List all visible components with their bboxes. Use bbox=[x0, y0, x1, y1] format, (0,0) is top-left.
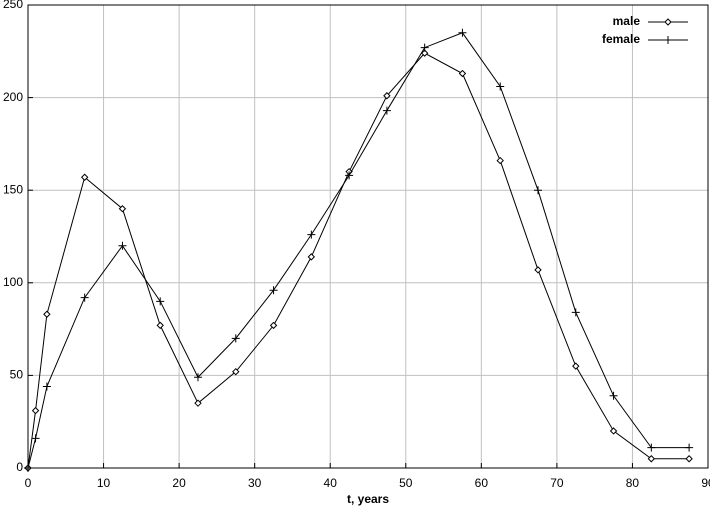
point bbox=[194, 373, 202, 382]
point bbox=[42, 382, 51, 391]
point bbox=[118, 205, 127, 213]
y-tick-label: 100 bbox=[3, 275, 23, 289]
point bbox=[232, 367, 240, 376]
plot-frame bbox=[27, 4, 709, 469]
point bbox=[31, 434, 40, 443]
legend-marker bbox=[664, 18, 672, 26]
x-tick-label: 10 bbox=[97, 476, 111, 490]
x-tick-label: 40 bbox=[324, 476, 338, 490]
x-tick-label: 80 bbox=[626, 476, 640, 490]
point bbox=[345, 171, 354, 180]
point bbox=[80, 173, 89, 181]
point bbox=[383, 92, 391, 100]
point bbox=[156, 321, 164, 330]
point bbox=[80, 293, 89, 302]
series-line bbox=[27, 32, 690, 469]
point bbox=[307, 253, 316, 261]
point bbox=[382, 106, 391, 115]
point bbox=[609, 391, 618, 400]
point bbox=[534, 266, 542, 274]
x-tick-label: 20 bbox=[172, 476, 186, 490]
point bbox=[609, 427, 618, 435]
point bbox=[685, 443, 694, 452]
x-tick-label: 0 bbox=[25, 476, 32, 490]
y-tick-label: 150 bbox=[3, 182, 23, 196]
x-tick-label: 50 bbox=[399, 476, 413, 490]
point bbox=[496, 156, 504, 165]
x-axis-label: t, years bbox=[347, 492, 389, 506]
point bbox=[572, 362, 580, 370]
point bbox=[534, 186, 542, 195]
y-tick-label: 200 bbox=[3, 90, 23, 104]
point bbox=[647, 455, 656, 463]
legend-marker bbox=[664, 36, 672, 44]
point bbox=[496, 82, 505, 91]
point bbox=[118, 241, 127, 250]
point bbox=[231, 334, 240, 343]
point bbox=[156, 297, 165, 306]
point bbox=[647, 443, 656, 452]
y-tick-label: 0 bbox=[16, 460, 23, 474]
point bbox=[194, 399, 202, 407]
legend-label: female bbox=[602, 32, 640, 46]
x-tick-label: 70 bbox=[550, 476, 564, 490]
point bbox=[458, 28, 467, 37]
series-line bbox=[27, 52, 690, 469]
point bbox=[571, 308, 580, 317]
point bbox=[24, 464, 32, 472]
point bbox=[420, 43, 429, 52]
point bbox=[307, 230, 316, 239]
point bbox=[269, 321, 278, 330]
point bbox=[31, 406, 40, 415]
legend-label: male bbox=[613, 14, 641, 28]
point bbox=[685, 455, 693, 463]
point bbox=[269, 286, 278, 295]
point bbox=[420, 49, 429, 57]
x-tick-label: 60 bbox=[475, 476, 489, 490]
x-tick-label: 30 bbox=[248, 476, 262, 490]
y-tick-label: 250 bbox=[3, 0, 23, 11]
y-tick-label: 50 bbox=[10, 368, 24, 382]
point bbox=[458, 69, 467, 78]
point bbox=[43, 310, 51, 318]
x-tick-label: 90 bbox=[701, 476, 710, 490]
